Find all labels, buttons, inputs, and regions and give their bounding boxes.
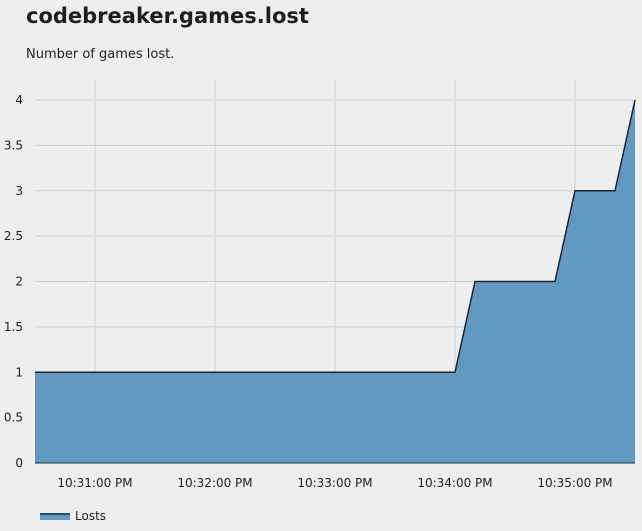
y-tick-label: 1 <box>15 365 23 379</box>
data-point[interactable] <box>632 97 638 103</box>
data-point[interactable] <box>612 188 618 194</box>
y-tick-label: 3.5 <box>4 138 23 152</box>
data-point[interactable] <box>472 279 478 285</box>
y-tick-label: 1.5 <box>4 320 23 334</box>
y-tick-label: 0.5 <box>4 411 23 425</box>
x-tick-label: 10:35:00 PM <box>537 476 612 490</box>
data-point[interactable] <box>552 279 558 285</box>
chart-title: codebreaker.games.lost <box>26 4 309 28</box>
axis-labels: 0 0.5 1 1.5 2 2.5 3 3.5 4 10:31:00 PM 10:32:00 PM 1… <box>4 93 635 490</box>
data-point[interactable] <box>572 188 578 194</box>
y-tick-label: 2 <box>15 275 23 289</box>
legend-label-losts: Losts <box>75 509 107 523</box>
y-tick-label: 3 <box>15 184 23 198</box>
y-tick-label: 0 <box>15 456 23 470</box>
legend[interactable]: Losts <box>40 509 106 523</box>
legend-swatch-losts <box>40 512 70 520</box>
data-point[interactable] <box>32 369 38 375</box>
x-tick-label: 10:32:00 PM <box>177 476 252 490</box>
x-tick-label: 10:33:00 PM <box>297 476 372 490</box>
series-line-losts <box>35 99 636 373</box>
chart-description: Number of games lost. <box>26 47 175 62</box>
y-tick-label: 2.5 <box>4 229 23 243</box>
series-layer <box>32 97 638 463</box>
x-tick-label: 10:34:00 PM <box>417 476 492 490</box>
x-tick-label: 10:31:00 PM <box>57 476 132 490</box>
data-point[interactable] <box>452 369 458 375</box>
y-tick-label: 4 <box>15 93 23 107</box>
